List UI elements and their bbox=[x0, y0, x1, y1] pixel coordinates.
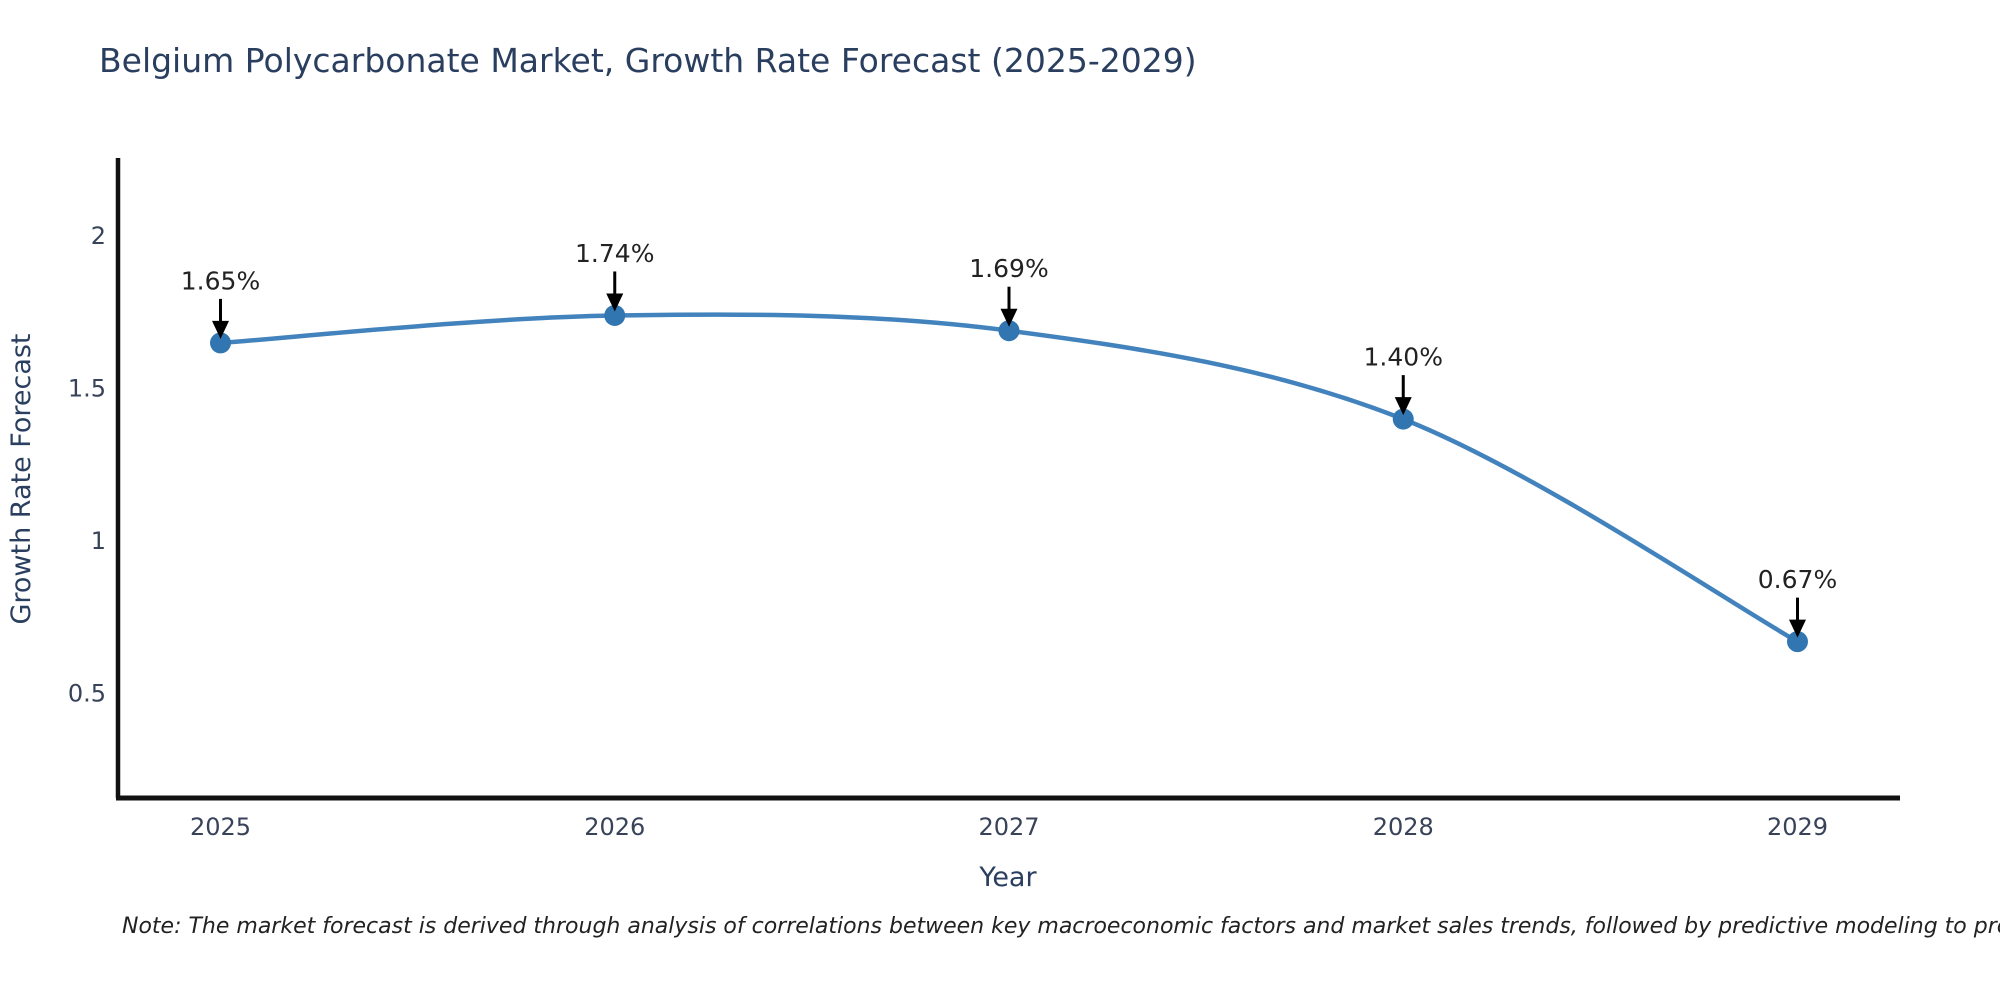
point-annotation: 1.40% bbox=[1364, 343, 1443, 416]
point-annotations: 1.65% 1.74% 1.69% 1.40% 0.67% bbox=[181, 239, 1837, 638]
annotation-arrowhead-icon bbox=[1788, 619, 1806, 638]
x-tick-label: 2026 bbox=[584, 813, 645, 841]
x-tick-label: 2027 bbox=[978, 813, 1039, 841]
y-tick-label: 0.5 bbox=[68, 679, 106, 707]
y-tick-label: 1.5 bbox=[68, 375, 106, 403]
series-markers bbox=[210, 304, 1808, 653]
y-tick-label: 2 bbox=[91, 222, 106, 250]
axes bbox=[115, 158, 1900, 801]
x-tick-label: 2029 bbox=[1767, 813, 1828, 841]
x-tick-labels: 2025 2026 2027 2028 2029 bbox=[190, 813, 1828, 841]
y-axis-title: Growth Rate Forecast bbox=[6, 333, 37, 624]
x-tick-label: 2028 bbox=[1373, 813, 1434, 841]
x-tick-label: 2025 bbox=[190, 813, 251, 841]
data-point-marker bbox=[1786, 631, 1808, 653]
point-annotation-label: 0.67% bbox=[1758, 565, 1837, 594]
point-annotation-label: 1.69% bbox=[969, 254, 1048, 283]
annotation-arrowhead-icon bbox=[1394, 397, 1412, 416]
point-annotation: 1.69% bbox=[969, 254, 1049, 327]
annotation-arrowhead-icon bbox=[1000, 308, 1018, 327]
annotation-arrowhead-icon bbox=[212, 320, 230, 339]
data-point-marker bbox=[998, 320, 1020, 342]
y-tick-label: 1 bbox=[91, 527, 106, 555]
point-annotation: 1.74% bbox=[575, 239, 654, 312]
point-annotation-label: 1.40% bbox=[1364, 343, 1443, 372]
y-tick-labels: 0.5 1 1.5 2 bbox=[68, 222, 106, 707]
data-point-marker bbox=[1392, 408, 1414, 430]
point-annotation: 0.67% bbox=[1758, 565, 1837, 638]
annotation-arrowhead-icon bbox=[606, 293, 624, 312]
point-annotation-label: 1.74% bbox=[575, 239, 654, 268]
point-annotation: 1.65% bbox=[181, 266, 260, 339]
data-point-marker bbox=[210, 332, 232, 354]
x-axis-title: Year bbox=[978, 862, 1037, 893]
footnote: Note: The market forecast is derived thr… bbox=[122, 914, 2000, 939]
data-point-marker bbox=[604, 304, 626, 326]
series-line bbox=[218, 312, 1800, 644]
point-annotation-label: 1.65% bbox=[181, 266, 260, 295]
chart-title: Belgium Polycarbonate Market, Growth Rat… bbox=[99, 41, 1197, 80]
